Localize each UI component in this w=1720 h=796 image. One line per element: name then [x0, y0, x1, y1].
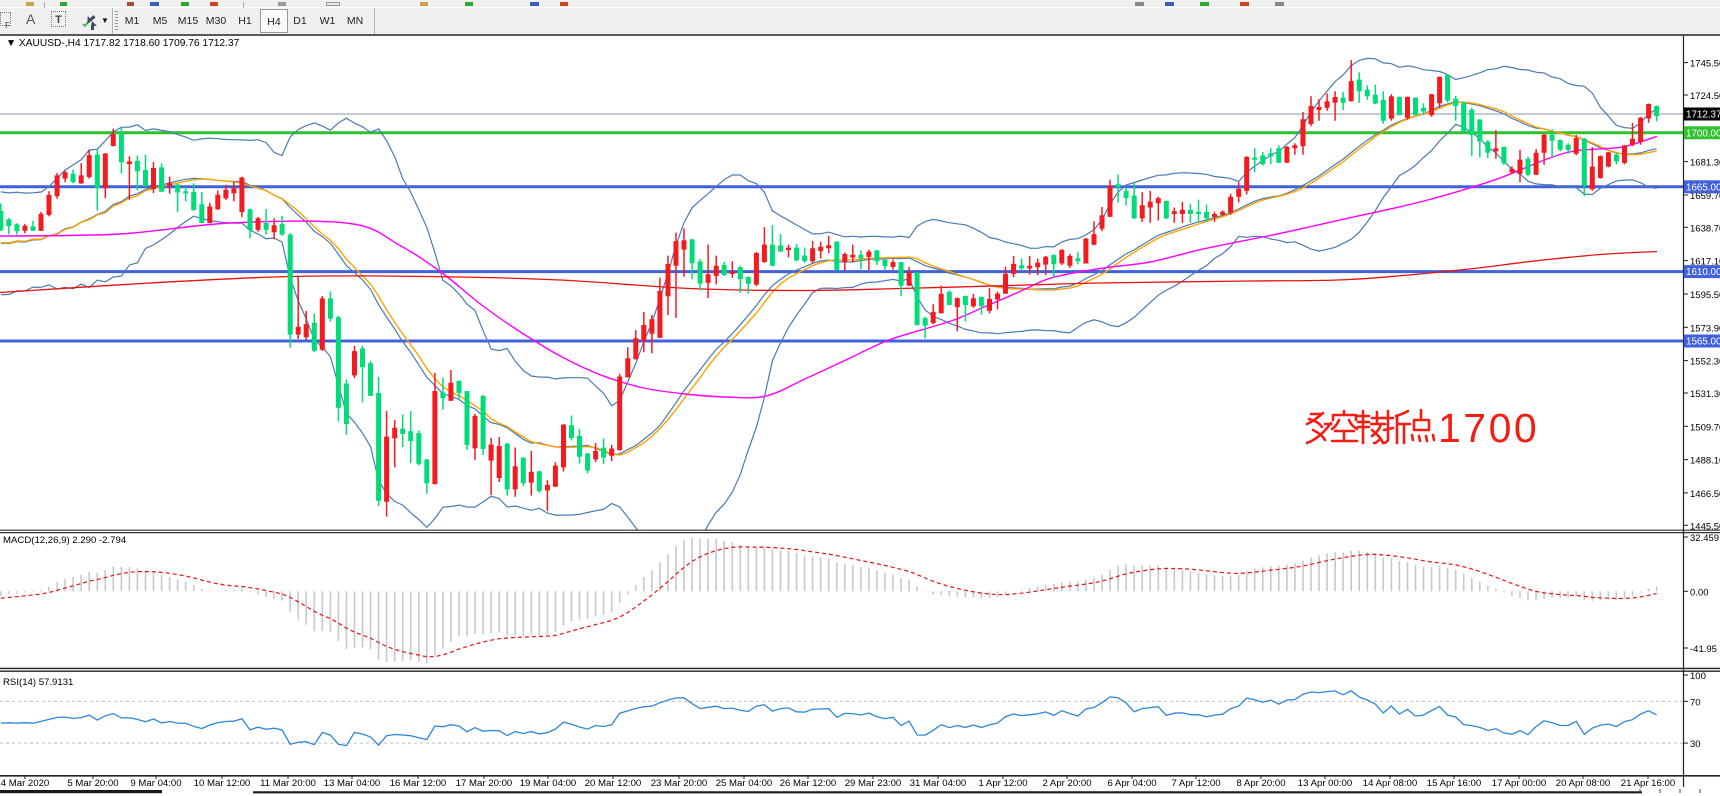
svg-text:1466.50: 1466.50	[1690, 489, 1720, 500]
svg-text:1724.50: 1724.50	[1690, 91, 1720, 102]
svg-text:8 Apr 20:00: 8 Apr 20:00	[1236, 778, 1285, 789]
svg-text:7 Apr 12:00: 7 Apr 12:00	[1171, 778, 1220, 789]
svg-text:4 Mar 2020: 4 Mar 2020	[1, 778, 50, 789]
svg-text:13 Apr 00:00: 13 Apr 00:00	[1298, 778, 1352, 789]
svg-text:1700.00: 1700.00	[1686, 128, 1720, 139]
svg-text:30: 30	[1690, 739, 1701, 750]
svg-text:1681.30: 1681.30	[1690, 158, 1720, 169]
svg-text:RSI(14) 57.9131: RSI(14) 57.9131	[3, 677, 73, 688]
svg-text:31 Mar 04:00: 31 Mar 04:00	[910, 778, 967, 789]
svg-text:25 Mar 04:00: 25 Mar 04:00	[716, 778, 773, 789]
svg-text:1509.70: 1509.70	[1690, 422, 1720, 433]
svg-text:1610.00: 1610.00	[1686, 267, 1720, 278]
svg-text:1573.90: 1573.90	[1690, 323, 1720, 334]
svg-text:21 Apr 16:00: 21 Apr 16:00	[1621, 778, 1675, 789]
svg-text:23 Mar 20:00: 23 Mar 20:00	[651, 778, 708, 789]
svg-text:1445.50: 1445.50	[1690, 521, 1720, 532]
svg-text:1700: 1700	[1438, 405, 1539, 451]
svg-text:1659.70: 1659.70	[1690, 191, 1720, 202]
svg-text:6 Apr 04:00: 6 Apr 04:00	[1107, 778, 1156, 789]
svg-text:1552.30: 1552.30	[1690, 357, 1720, 368]
svg-text:26 Mar 12:00: 26 Mar 12:00	[780, 778, 837, 789]
svg-text:29 Mar 23:00: 29 Mar 23:00	[845, 778, 902, 789]
svg-text:13 Mar 04:00: 13 Mar 04:00	[324, 778, 381, 789]
svg-text:▼ XAUUSD-,H4 1717.82 1718.6: ▼ XAUUSD-,H4 1717.82 1718.60 1709.76 171…	[6, 38, 240, 49]
svg-text:15 Apr 16:00: 15 Apr 16:00	[1427, 778, 1481, 789]
svg-text:10 Mar 12:00: 10 Mar 12:00	[194, 778, 251, 789]
svg-text:14 Apr 08:00: 14 Apr 08:00	[1363, 778, 1417, 789]
svg-text:11 Mar 20:00: 11 Mar 20:00	[260, 778, 316, 789]
svg-text:16 Mar 12:00: 16 Mar 12:00	[390, 778, 447, 789]
svg-text:20 Mar 12:00: 20 Mar 12:00	[585, 778, 642, 789]
svg-text:1745.50: 1745.50	[1690, 59, 1720, 70]
svg-text:5 Mar 20:00: 5 Mar 20:00	[67, 778, 118, 789]
svg-text:MACD(12,26,9) 2.290 -2.794: MACD(12,26,9) 2.290 -2.794	[3, 535, 127, 546]
svg-text:-41.95: -41.95	[1690, 644, 1717, 655]
svg-text:70: 70	[1690, 697, 1701, 708]
svg-text:1531.30: 1531.30	[1690, 389, 1720, 400]
svg-text:1712.37: 1712.37	[1686, 110, 1720, 121]
svg-text:1638.70: 1638.70	[1690, 223, 1720, 234]
svg-text:1595.50: 1595.50	[1690, 290, 1720, 301]
svg-text:1 Apr 12:00: 1 Apr 12:00	[978, 778, 1027, 789]
svg-text:17 Apr 00:00: 17 Apr 00:00	[1492, 778, 1546, 789]
svg-text:1665.00: 1665.00	[1686, 182, 1720, 193]
svg-text:100: 100	[1690, 671, 1706, 682]
svg-text:32.459: 32.459	[1690, 533, 1719, 544]
svg-text:19 Mar 04:00: 19 Mar 04:00	[520, 778, 577, 789]
svg-text:17 Mar 20:00: 17 Mar 20:00	[456, 778, 513, 789]
svg-text:1488.10: 1488.10	[1690, 456, 1720, 467]
svg-text:1565.00: 1565.00	[1686, 337, 1720, 348]
svg-text:2 Apr 20:00: 2 Apr 20:00	[1042, 778, 1091, 789]
svg-text:0.00: 0.00	[1690, 587, 1709, 598]
svg-text:1617.10: 1617.10	[1690, 257, 1720, 268]
svg-text:20 Apr 08:00: 20 Apr 08:00	[1556, 778, 1610, 789]
svg-text:9 Mar 04:00: 9 Mar 04:00	[130, 778, 181, 789]
